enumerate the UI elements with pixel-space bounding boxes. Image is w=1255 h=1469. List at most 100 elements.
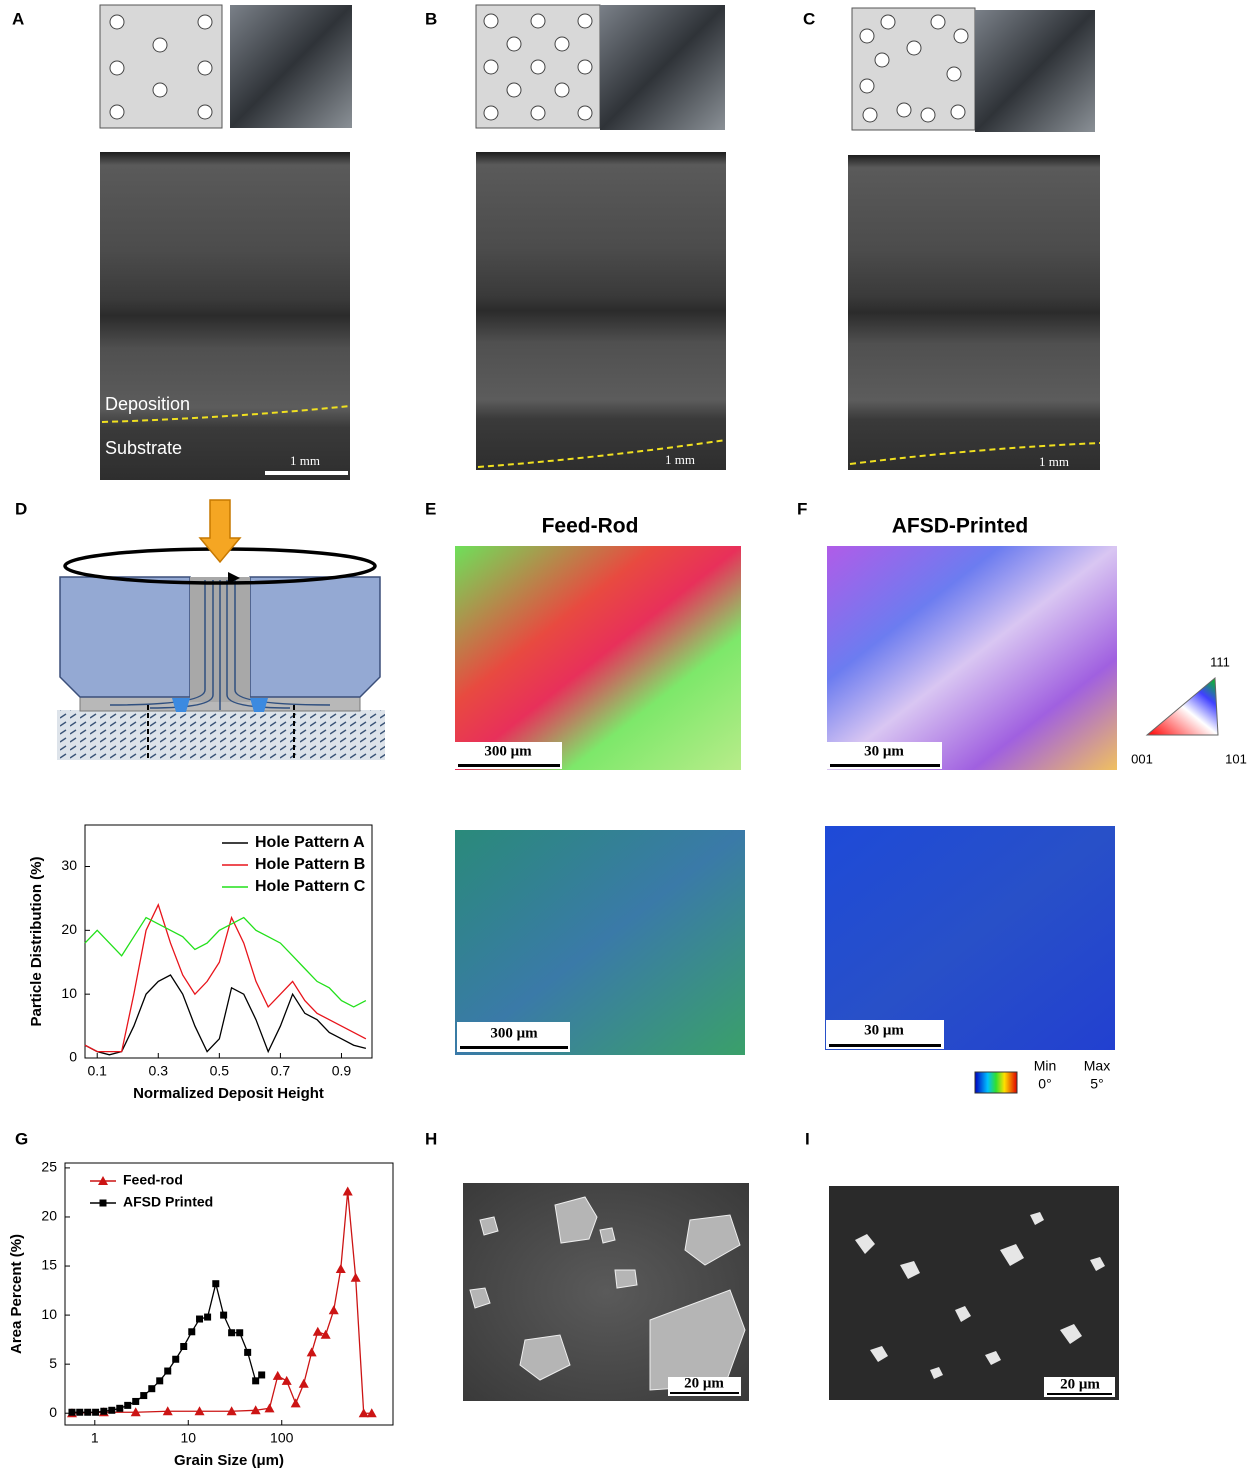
kam-colorbar <box>975 1072 1017 1093</box>
x-tick-label: 1 <box>91 1430 99 1446</box>
panel-label: A <box>12 9 24 28</box>
scale-bar-label: 1 mm <box>290 453 320 468</box>
y-axis-label: Particle Distribution (%) <box>28 856 45 1026</box>
marker <box>336 1264 346 1273</box>
y-tick-label: 25 <box>41 1159 57 1175</box>
scale-bar <box>640 470 723 474</box>
marker <box>299 1379 309 1388</box>
scale-bar <box>265 471 348 475</box>
panel-label: E <box>425 499 436 518</box>
marker <box>273 1371 283 1380</box>
sem-image <box>100 152 350 480</box>
x-tick-label: 100 <box>270 1430 294 1446</box>
y-tick-label: 5 <box>49 1355 57 1371</box>
y-tick-label: 0 <box>49 1404 57 1420</box>
marker <box>220 1312 227 1319</box>
colorbar-label: Min <box>1034 1058 1057 1074</box>
marker <box>100 1200 107 1207</box>
marker <box>351 1273 361 1282</box>
scale-bar <box>1013 474 1096 478</box>
process-schematic <box>57 500 385 760</box>
kam-map <box>455 830 745 1055</box>
scale-bar <box>1047 1393 1112 1395</box>
scale-bar <box>460 1046 568 1049</box>
y-tick-label: 10 <box>41 1306 57 1322</box>
legend-label: Hole Pattern B <box>255 856 365 873</box>
marker <box>212 1280 219 1287</box>
marker <box>196 1316 203 1323</box>
scale-bar <box>829 1044 941 1047</box>
x-axis-label: Grain Size (μm) <box>174 1452 284 1469</box>
marker <box>188 1328 195 1335</box>
marker <box>132 1398 139 1405</box>
panel-label: H <box>425 1129 437 1148</box>
panel-title: Feed-Rod <box>542 515 639 538</box>
x-tick-label: 10 <box>180 1430 196 1446</box>
marker <box>124 1402 131 1409</box>
colorbar-label: 0° <box>1038 1076 1051 1092</box>
ipf-map <box>827 546 1117 770</box>
scale-bar <box>670 1392 739 1394</box>
series-line <box>72 1284 262 1413</box>
marker <box>68 1409 75 1416</box>
scale-bar <box>458 764 560 767</box>
marker <box>258 1371 265 1378</box>
bse-image <box>829 1186 1119 1400</box>
scale-bar-label: 300 μm <box>490 1025 538 1041</box>
scale-bar-label: 1 mm <box>665 452 695 467</box>
legend-label: Feed-rod <box>123 1172 183 1188</box>
marker <box>321 1330 331 1339</box>
marker <box>148 1385 155 1392</box>
marker <box>236 1329 243 1336</box>
colorbar-label: Max <box>1084 1058 1110 1074</box>
marker <box>291 1398 301 1407</box>
legend-label: Hole Pattern C <box>255 878 366 895</box>
legend-label: AFSD Printed <box>123 1194 213 1210</box>
panel-label: I <box>805 1129 810 1148</box>
x-tick-label: 0.7 <box>271 1063 291 1079</box>
scale-bar-label: 30 μm <box>864 1022 904 1038</box>
ipf-legend-label: 101 <box>1225 751 1247 766</box>
marker <box>164 1368 171 1375</box>
marker <box>100 1408 107 1415</box>
marker <box>156 1377 163 1384</box>
marker <box>76 1409 83 1416</box>
y-tick-label: 20 <box>41 1208 57 1224</box>
y-axis-label: Area Percent (%) <box>8 1234 25 1354</box>
x-tick-label: 0.9 <box>332 1063 352 1079</box>
panel-label: D <box>15 499 27 518</box>
y-tick-label: 20 <box>61 921 77 937</box>
scale-bar-label: 20 μm <box>1060 1376 1100 1392</box>
legend-label: Hole Pattern A <box>255 834 365 851</box>
scale-bar-label: 300 μm <box>484 743 532 759</box>
marker <box>282 1376 292 1385</box>
marker <box>92 1409 99 1416</box>
marker <box>252 1377 259 1384</box>
scale-bar-label: 20 μm <box>684 1375 724 1391</box>
sample-photo <box>230 5 352 128</box>
colorbar-label: 5° <box>1090 1076 1103 1092</box>
panel-label: C <box>803 9 815 28</box>
scale-bar-label: 30 μm <box>864 743 904 759</box>
marker <box>108 1407 115 1414</box>
y-tick-label: 0 <box>69 1049 77 1065</box>
x-axis-label: Normalized Deposit Height <box>133 1085 324 1102</box>
x-tick-label: 0.5 <box>210 1063 230 1079</box>
y-tick-label: 15 <box>41 1257 57 1273</box>
series-line <box>85 918 366 1007</box>
marker <box>180 1343 187 1350</box>
marker <box>84 1409 91 1416</box>
ipf-legend-label: 111 <box>1210 654 1230 669</box>
y-tick-label: 30 <box>61 857 77 873</box>
ipf-triangle <box>1147 678 1218 735</box>
sem-image <box>476 152 726 470</box>
marker <box>329 1305 339 1314</box>
marker <box>265 1403 275 1412</box>
image-label: Deposition <box>105 394 190 414</box>
ipf-legend-label: 001 <box>1131 751 1153 766</box>
y-tick-label: 10 <box>61 985 77 1001</box>
series-line <box>72 1191 372 1413</box>
ipf-map <box>455 546 741 770</box>
sample-photo <box>600 5 725 130</box>
panel-label: G <box>15 1129 28 1148</box>
